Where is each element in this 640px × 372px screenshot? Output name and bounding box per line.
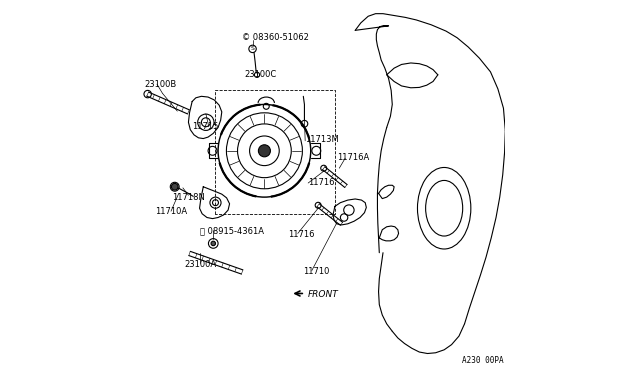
Text: A230 00PA: A230 00PA: [462, 356, 504, 365]
Text: 23100A: 23100A: [185, 260, 217, 269]
Text: FRONT: FRONT: [308, 290, 339, 299]
Circle shape: [259, 145, 271, 157]
Circle shape: [211, 241, 216, 246]
Text: 23100B: 23100B: [144, 80, 176, 89]
Text: S: S: [251, 46, 255, 51]
Text: 11716A: 11716A: [337, 153, 369, 161]
Text: 23100C: 23100C: [244, 70, 276, 79]
Text: Ⓜ 08915-4361A: Ⓜ 08915-4361A: [200, 227, 264, 236]
Text: © 08360-51062: © 08360-51062: [242, 33, 309, 42]
Text: 11716: 11716: [308, 178, 335, 187]
Text: 11713M: 11713M: [305, 135, 339, 144]
Text: 11718N: 11718N: [172, 193, 205, 202]
Circle shape: [172, 183, 178, 190]
Text: 11710A: 11710A: [155, 208, 188, 217]
Text: 11715: 11715: [192, 122, 218, 131]
Text: 11716: 11716: [289, 230, 315, 240]
Text: 11710: 11710: [303, 267, 330, 276]
